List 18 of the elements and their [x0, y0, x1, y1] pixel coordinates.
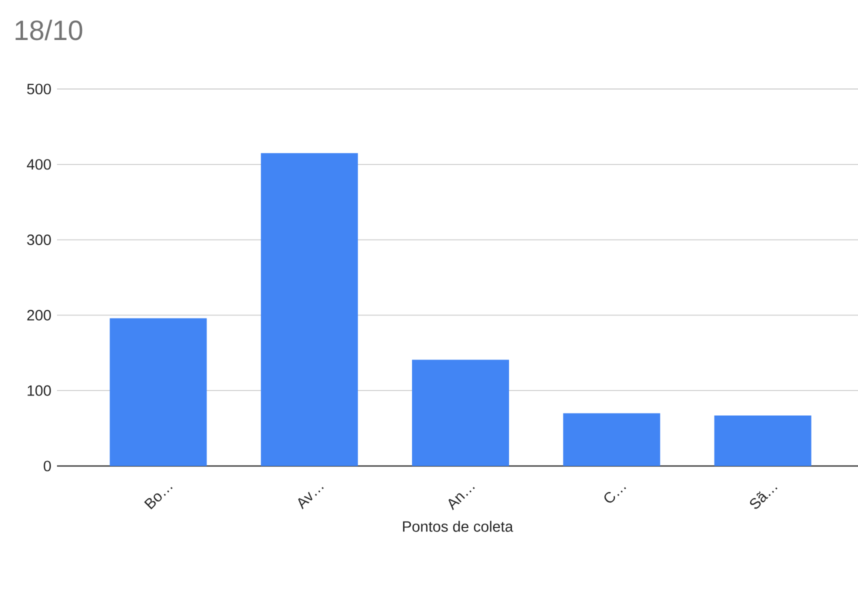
x-tick-label: C… — [604, 487, 626, 503]
y-tick-label: 400 — [26, 159, 51, 170]
bar — [260, 153, 358, 466]
y-tick-label: 100 — [28, 385, 51, 396]
y-tick-label: 500 — [27, 84, 51, 94]
y-tick-label: 0 — [44, 460, 51, 472]
bar — [563, 413, 660, 466]
x-tick-label: Sã… — [750, 487, 778, 509]
bar — [412, 360, 510, 466]
chart-title: 18/10 — [16, 20, 82, 40]
x-tick-label: Bo… — [144, 487, 173, 510]
y-tick-label: 300 — [27, 234, 51, 246]
y-tick-label: 200 — [27, 310, 51, 320]
bar — [714, 415, 812, 466]
x-tick-label: Av… — [298, 487, 324, 510]
bar — [110, 318, 207, 466]
x-tick-label: An… — [448, 487, 475, 510]
x-axis-title: Pontos de coleta — [403, 520, 514, 532]
